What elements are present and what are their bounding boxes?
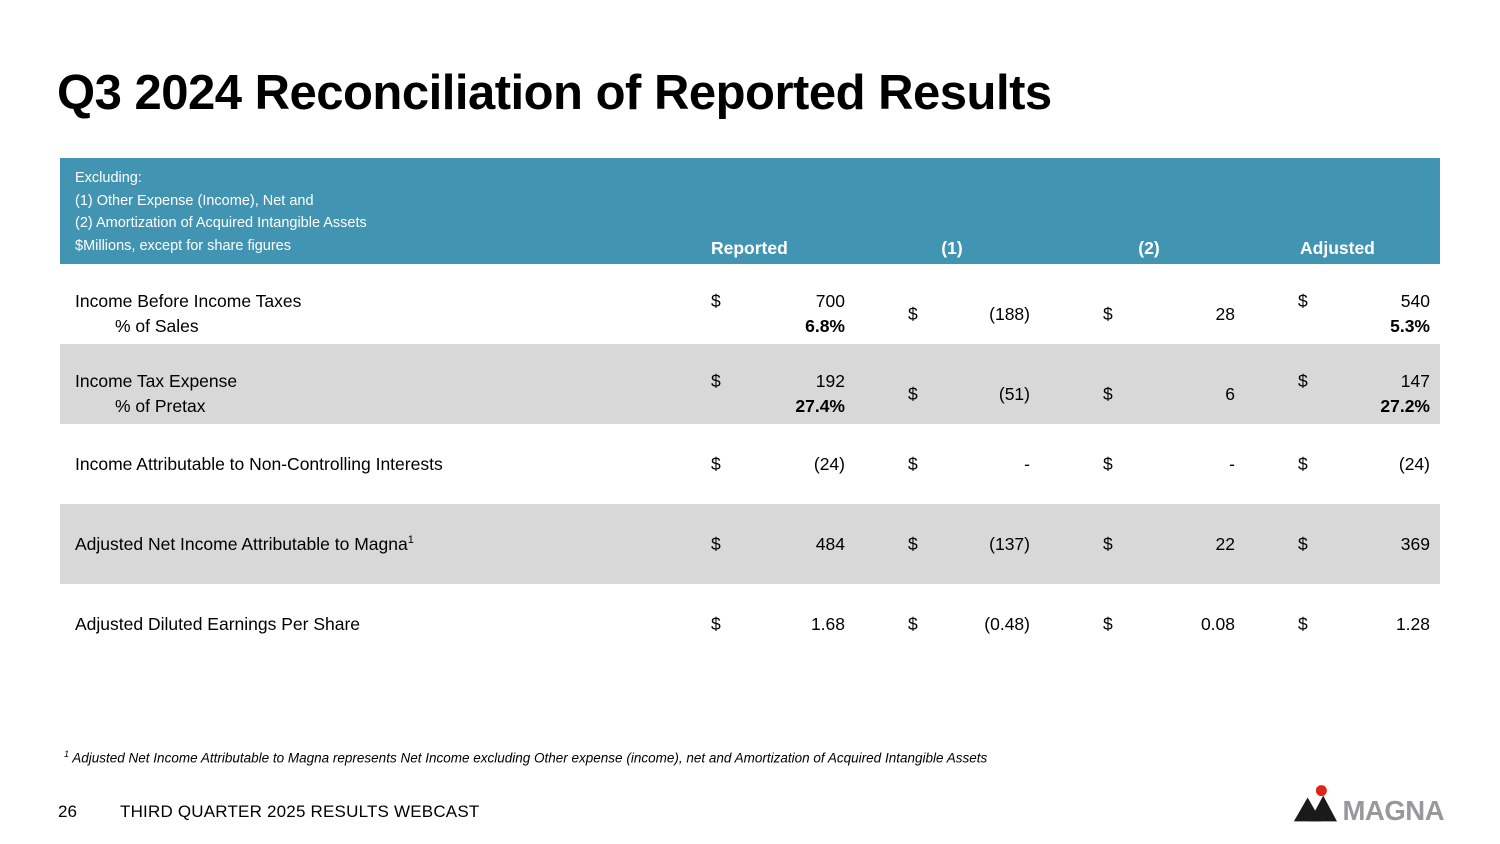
value-cell-adjusted: $ 540 5.3% — [1298, 264, 1430, 344]
cell-value: 1.28 — [1395, 613, 1430, 634]
value-cell-1: $ - — [908, 424, 1030, 504]
cell-value: 28 — [1215, 303, 1235, 324]
table-row: Adjusted Net Income Attributable to Magn… — [60, 504, 1440, 584]
row-label: Income Attributable to Non-Controlling I… — [75, 453, 443, 474]
cell-value: 369 — [1400, 533, 1430, 554]
dollar-sign: $ — [1103, 303, 1113, 324]
value-cell-2: $ 6 — [1103, 344, 1235, 424]
excluding-notes: Excluding: (1) Other Expense (Income), N… — [75, 167, 367, 257]
row-label: Adjusted Diluted Earnings Per Share — [75, 613, 361, 634]
excluding-line: (2) Amortization of Acquired Intangible … — [75, 215, 367, 231]
dollar-sign: $ — [1298, 371, 1308, 391]
cell-percent: 6.8% — [805, 316, 845, 336]
cell-value: (24) — [1398, 453, 1430, 474]
cell-value: 484 — [815, 533, 845, 554]
logo-wordmark: MAGNA — [1342, 795, 1444, 822]
value-cell-2: $ 28 — [1103, 264, 1235, 344]
excluding-line: Excluding: — [75, 170, 142, 186]
dollar-sign: $ — [711, 533, 721, 554]
value-cell-reported: $ 484 — [711, 504, 845, 584]
dollar-sign: $ — [1298, 291, 1308, 311]
cell-value: (24) — [813, 453, 845, 474]
dollar-sign: $ — [711, 613, 721, 634]
value-cell-reported: $ 700 6.8% — [711, 264, 845, 344]
row-label: Income Tax Expense — [75, 371, 238, 391]
dollar-sign: $ — [1298, 613, 1308, 634]
value-cell-adjusted: $ 1.28 — [1298, 584, 1430, 664]
value-cell-adjusted: $ 147 27.2% — [1298, 344, 1430, 424]
column-header-adjusted: Adjusted — [1300, 237, 1375, 258]
row-label: Income Before Income Taxes — [75, 291, 302, 311]
column-header-1: (1) — [941, 237, 963, 258]
cell-percent: 27.2% — [1380, 396, 1430, 416]
row-label: Adjusted Net Income Attributable to Magn… — [75, 533, 414, 554]
logo-red-dot-icon — [1315, 785, 1327, 797]
value-cell-adjusted: $ 369 — [1298, 504, 1430, 584]
dollar-sign: $ — [908, 303, 918, 324]
dollar-sign: $ — [711, 371, 721, 391]
dollar-sign: $ — [908, 533, 918, 554]
dollar-sign: $ — [1103, 533, 1113, 554]
value-cell-adjusted: $ (24) — [1298, 424, 1430, 504]
dollar-sign: $ — [1298, 533, 1308, 554]
table-header-band: Excluding: (1) Other Expense (Income), N… — [60, 158, 1440, 264]
dollar-sign: $ — [711, 453, 721, 474]
cell-value: (0.48) — [984, 613, 1030, 634]
cell-value: 1.68 — [810, 613, 845, 634]
footer-text: THIRD QUARTER 2025 RESULTS WEBCAST — [120, 802, 480, 821]
page-number: 26 — [58, 802, 77, 821]
footnote-marker: 1 — [407, 533, 414, 546]
value-cell-2: $ 0.08 — [1103, 584, 1235, 664]
units-note: $Millions, except for share figures — [75, 237, 291, 254]
value-cell-1: $ (188) — [908, 264, 1030, 344]
dollar-sign: $ — [908, 383, 918, 404]
cell-percent: 5.3% — [1390, 316, 1430, 336]
value-cell-1: $ (0.48) — [908, 584, 1030, 664]
cell-value: 147 — [1400, 371, 1430, 391]
footnote: 1 Adjusted Net Income Attributable to Ma… — [64, 749, 987, 766]
table-row: Adjusted Diluted Earnings Per Share $ 1.… — [60, 584, 1440, 664]
value-cell-reported: $ (24) — [711, 424, 845, 504]
footnote-text: Adjusted Net Income Attributable to Magn… — [69, 750, 988, 766]
row-sublabel: % of Sales — [115, 316, 199, 336]
cell-value: (137) — [989, 533, 1030, 554]
excluding-line: (1) Other Expense (Income), Net and — [75, 192, 314, 209]
cell-value: 700 — [815, 291, 845, 311]
dollar-sign: $ — [711, 291, 721, 311]
value-cell-1: $ (51) — [908, 344, 1030, 424]
table-row: Income Before Income Taxes % of Sales $ … — [60, 264, 1440, 344]
dollar-sign: $ — [908, 613, 918, 634]
dollar-sign: $ — [1103, 383, 1113, 404]
footnote-marker: 1 — [64, 749, 70, 759]
cell-value: 0.08 — [1200, 613, 1235, 634]
dollar-sign: $ — [1298, 453, 1308, 474]
column-header-2: (2) — [1138, 237, 1160, 258]
cell-value: - — [1229, 453, 1235, 474]
value-cell-2: $ 22 — [1103, 504, 1235, 584]
dollar-sign: $ — [908, 453, 918, 474]
row-sublabel: % of Pretax — [115, 396, 206, 416]
cell-value: 22 — [1215, 533, 1235, 554]
table-row: Income Attributable to Non-Controlling I… — [60, 424, 1440, 504]
value-cell-reported: $ 1.68 — [711, 584, 845, 664]
dollar-sign: $ — [1103, 613, 1113, 634]
logo-m-mark-icon — [1309, 795, 1337, 822]
value-cell-1: $ (137) — [908, 504, 1030, 584]
cell-value: 540 — [1400, 291, 1430, 311]
table-row: Income Tax Expense % of Pretax $ 192 27.4… — [60, 344, 1440, 424]
column-header-reported: Reported — [711, 237, 788, 258]
cell-percent: 27.4% — [795, 396, 845, 416]
cell-value: - — [1024, 453, 1030, 474]
value-cell-reported: $ 192 27.4% — [711, 344, 845, 424]
magna-logo-graphic: MAGNA — [1293, 785, 1445, 826]
dollar-sign: $ — [1103, 453, 1113, 474]
cell-value: (188) — [989, 303, 1030, 324]
cell-value: (51) — [998, 383, 1030, 404]
page-title: Q3 2024 Reconciliation of Reported Resul… — [57, 65, 1052, 120]
cell-value: 192 — [815, 371, 845, 391]
value-cell-2: $ - — [1103, 424, 1235, 504]
magna-logo: MAGNA — [1292, 784, 1448, 826]
cell-value: 6 — [1225, 383, 1235, 404]
